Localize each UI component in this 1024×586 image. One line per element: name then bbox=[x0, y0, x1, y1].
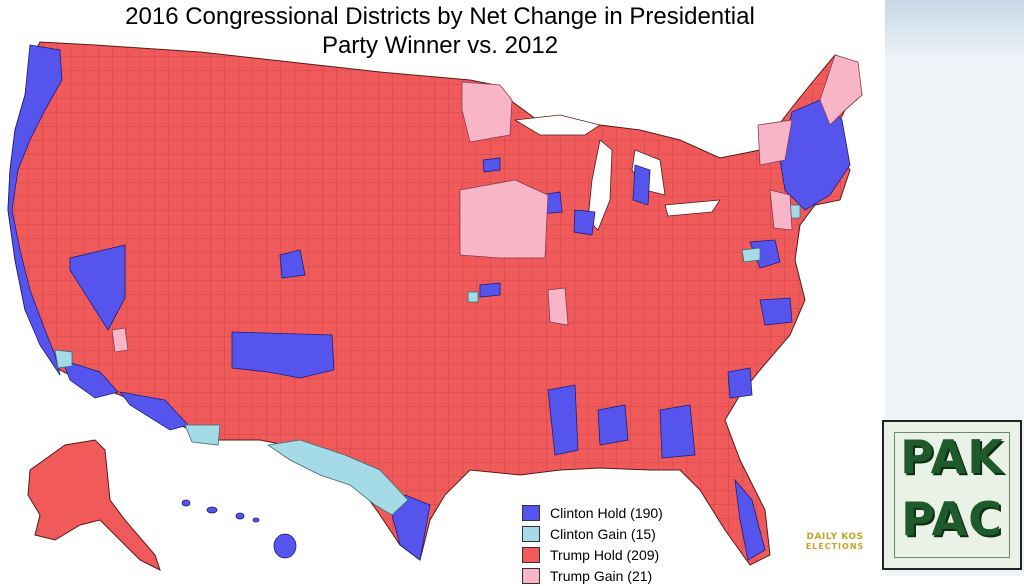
map-title-line1: 2016 Congressional Districts by Net Chan… bbox=[125, 3, 755, 30]
legend-item: Trump Hold (209) bbox=[522, 544, 712, 565]
pakpac-logo: PAK PAC bbox=[882, 420, 1022, 570]
maine-gain bbox=[819, 54, 863, 126]
daily-kos-line1: DAILY KOS bbox=[806, 532, 864, 542]
hawaii-island-4 bbox=[252, 517, 260, 523]
lake-superior bbox=[513, 114, 601, 136]
alaska bbox=[27, 439, 161, 571]
pakpac-logo-bottom: PAC bbox=[901, 492, 1003, 546]
hawaii-island-3 bbox=[235, 512, 245, 520]
pakpac-logo-frame bbox=[894, 432, 1010, 558]
texas-gain bbox=[266, 439, 409, 516]
iowa-gain bbox=[459, 179, 549, 259]
daily-kos-line2: ELECTIONS bbox=[805, 542, 865, 551]
ny-gain bbox=[757, 119, 793, 166]
legend-swatch bbox=[522, 546, 540, 563]
legend-label: Trump Hold (209) bbox=[550, 546, 660, 563]
colorado-blue bbox=[279, 249, 306, 279]
georgia-blue bbox=[659, 404, 696, 459]
legend-label: Clinton Gain (15) bbox=[550, 525, 656, 542]
detroit-blue bbox=[632, 164, 651, 206]
chicago-blue bbox=[573, 209, 596, 236]
nj-pa-gain bbox=[769, 189, 793, 231]
new-orleans-blue bbox=[547, 384, 579, 456]
lake-erie bbox=[664, 199, 721, 217]
map-title-line2: Party Winner vs. 2012 bbox=[321, 32, 559, 59]
kc-blue bbox=[479, 282, 501, 298]
az-gain bbox=[184, 424, 221, 446]
hawaii-island-1 bbox=[181, 499, 191, 507]
lake-michigan bbox=[587, 139, 613, 231]
alabama-blue bbox=[597, 404, 629, 446]
side-panel-gradient bbox=[885, 0, 1024, 60]
trump-gain-regions bbox=[111, 54, 863, 353]
map-svg bbox=[7, 41, 863, 571]
virginia-blue bbox=[759, 297, 793, 326]
pakpac-logo-top: PAK bbox=[900, 430, 1004, 484]
ks-gain bbox=[467, 291, 479, 303]
socal-blue bbox=[61, 359, 119, 399]
west-coast-blue bbox=[7, 44, 63, 376]
us-district-map bbox=[0, 40, 885, 576]
nevada-blue bbox=[69, 244, 126, 331]
nc-blue bbox=[727, 367, 753, 399]
illinois-gain bbox=[547, 287, 569, 326]
minnesota-gain bbox=[461, 81, 513, 143]
legend-item: Clinton Hold (190) bbox=[522, 502, 712, 523]
legend-label: Clinton Hold (190) bbox=[550, 504, 663, 521]
arizona-blue bbox=[119, 391, 189, 431]
ca-gain bbox=[111, 327, 129, 353]
la-gain bbox=[54, 349, 73, 369]
map-legend: Clinton Hold (190) Clinton Gain (15) Trump… bbox=[522, 502, 712, 586]
legend-swatch bbox=[522, 504, 540, 521]
florida-blue bbox=[734, 478, 766, 561]
hawaii-island-2 bbox=[206, 506, 218, 514]
hawaii-island-5 bbox=[273, 533, 297, 559]
district-lines bbox=[8, 42, 862, 565]
va-gain bbox=[741, 247, 761, 263]
daily-kos-logo: DAILY KOS ELECTIONS bbox=[800, 532, 870, 551]
clinton-gain-regions bbox=[54, 204, 801, 516]
legend-item: Clinton Gain (15) bbox=[522, 523, 712, 544]
minneapolis-blue bbox=[482, 157, 501, 173]
legend-swatch bbox=[522, 525, 540, 542]
hawaii bbox=[181, 499, 297, 559]
new-mexico-blue bbox=[231, 331, 335, 379]
map-title: 2016 Congressional Districts by Net Chan… bbox=[0, 2, 880, 60]
clinton-hold-regions bbox=[7, 44, 851, 561]
